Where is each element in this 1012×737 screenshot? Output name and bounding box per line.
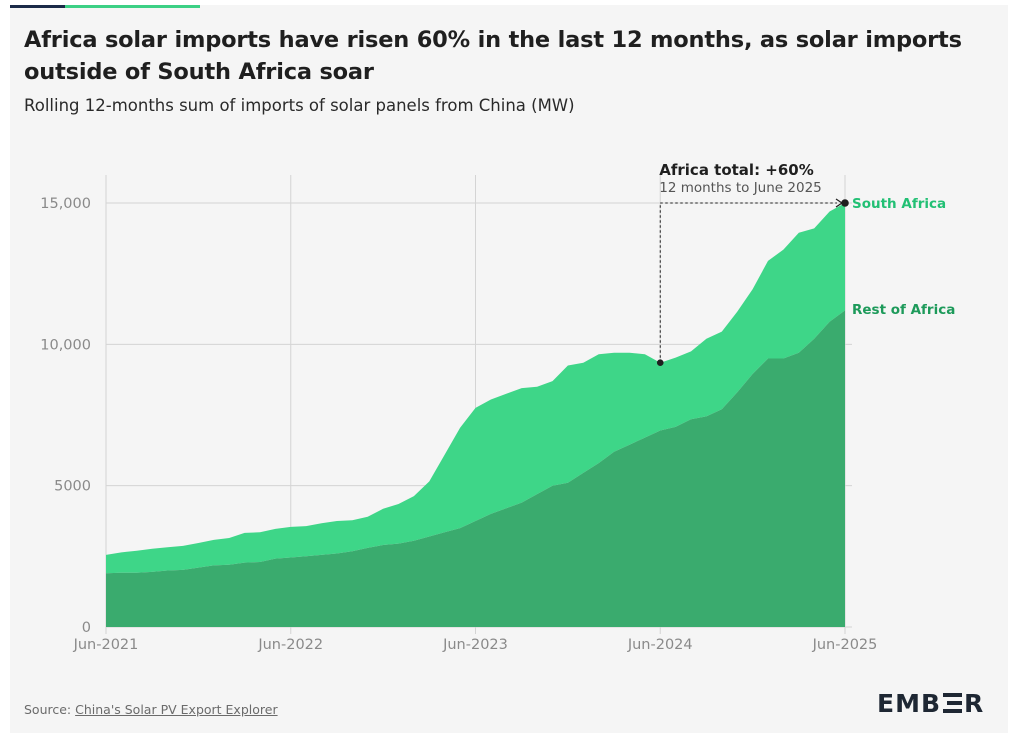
chart-title: Africa solar imports have risen 60% in t… bbox=[24, 27, 962, 85]
rest-of-africa-area bbox=[106, 310, 845, 627]
ember-logo: EMB R bbox=[877, 688, 985, 718]
logo-text-left: EMB bbox=[877, 688, 942, 718]
x-tick-label: Jun-2024 bbox=[627, 637, 693, 653]
series-label-south-africa: South Africa bbox=[852, 196, 946, 212]
y-tick-label: 10,000 bbox=[40, 337, 91, 353]
annotation-title: Africa total: +60% bbox=[659, 161, 814, 179]
x-tick-label: Jun-2023 bbox=[442, 637, 508, 653]
annotation: Africa total: +60%12 months to June 2025 bbox=[656, 161, 849, 367]
brand-accent-bar bbox=[10, 5, 200, 8]
x-tick-label: Jun-2021 bbox=[73, 637, 139, 653]
annotation-end-dot bbox=[841, 199, 849, 207]
series-label-rest-of-africa: Rest of Africa bbox=[852, 302, 955, 318]
annotation-detail: 12 months to June 2025 bbox=[659, 180, 822, 196]
logo-reversed-e-icon bbox=[943, 693, 963, 713]
y-tick-label: 0 bbox=[82, 620, 91, 636]
source-link[interactable]: China's Solar PV Export Explorer bbox=[75, 702, 278, 717]
x-tick-label: Jun-2022 bbox=[257, 637, 323, 653]
x-tick-label: Jun-2025 bbox=[812, 637, 878, 653]
south-africa-area bbox=[106, 203, 845, 574]
logo-text-right: R bbox=[964, 688, 985, 718]
source-prefix: Source: bbox=[24, 702, 76, 717]
chart-subtitle: Rolling 12-months sum of imports of sola… bbox=[24, 96, 575, 115]
source-note: Source: China's Solar PV Export Explorer bbox=[24, 702, 278, 717]
y-tick-label: 5000 bbox=[54, 479, 91, 495]
stacked-areas bbox=[106, 203, 845, 627]
y-tick-label: 15,000 bbox=[40, 196, 91, 212]
annotation-start-dot bbox=[656, 359, 664, 367]
axis-and-series-labels: 0 5000 10,000 15,000 Jun-2021 Jun-2022 Jun-202… bbox=[40, 196, 955, 653]
